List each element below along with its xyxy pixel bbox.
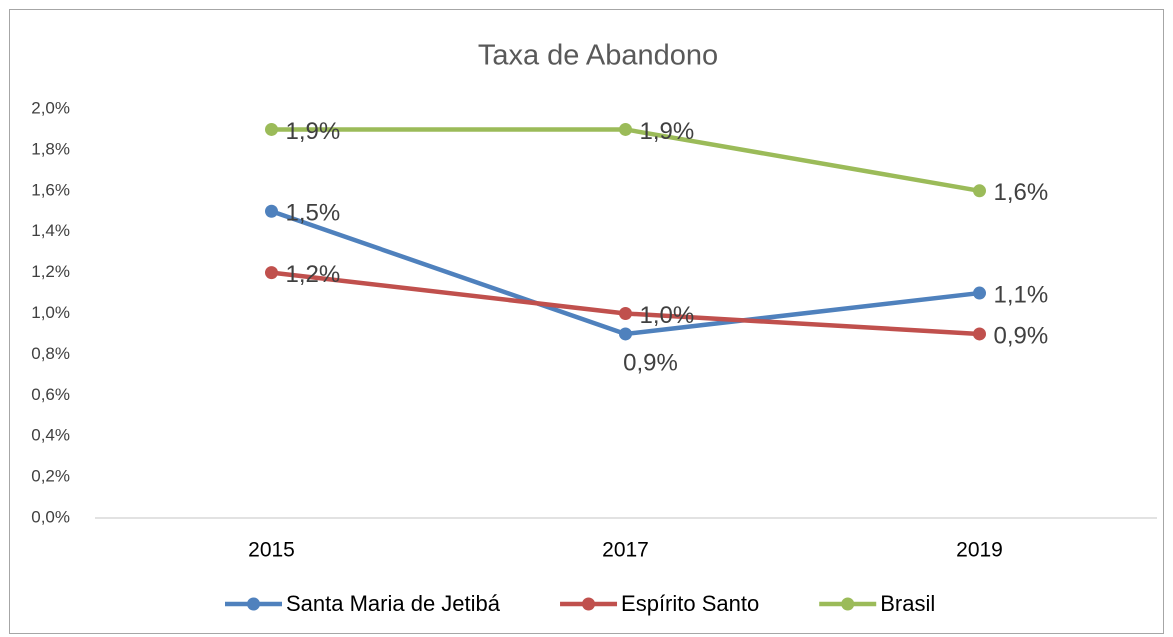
x-tick-label: 2015 [248, 539, 295, 562]
data-label: 1,0% [640, 302, 695, 329]
data-point [973, 184, 986, 198]
y-tick-label: 0,8% [31, 344, 70, 363]
y-tick-label: 1,2% [31, 262, 70, 281]
data-point [265, 204, 278, 218]
x-tick-label: 2019 [956, 539, 1003, 562]
legend-marker [582, 597, 596, 611]
legend-marker [247, 597, 260, 611]
data-label: 1,5% [286, 200, 341, 227]
y-tick-label: 0,6% [31, 385, 70, 404]
y-tick-label: 0,2% [31, 467, 70, 486]
data-point [265, 266, 278, 280]
x-tick-label: 2017 [602, 539, 649, 562]
y-tick-label: 1,8% [31, 139, 70, 158]
data-label: 1,1% [994, 281, 1049, 308]
legend-label: Santa Maria de Jetibá [286, 591, 501, 616]
data-label: 1,9% [286, 118, 341, 145]
data-point [973, 327, 986, 341]
data-label: 1,6% [994, 179, 1049, 206]
chart-title: Taxa de Abandono [478, 40, 718, 72]
data-point [619, 307, 632, 320]
data-label: 1,9% [640, 118, 695, 145]
data-label: 0,9% [623, 349, 678, 376]
y-tick-label: 2,0% [31, 98, 70, 117]
y-tick-label: 1,4% [31, 221, 70, 240]
data-point [619, 122, 632, 136]
y-tick-label: 1,6% [31, 180, 70, 199]
legend-label: Espírito Santo [621, 591, 759, 616]
y-tick-label: 0,4% [31, 426, 70, 445]
y-tick-label: 0,0% [31, 507, 70, 526]
data-label: 1,2% [286, 261, 341, 288]
data-point [619, 327, 632, 341]
legend-label: Brasil [880, 591, 935, 616]
data-point [265, 122, 278, 136]
data-point [973, 286, 986, 300]
y-tick-label: 1,0% [31, 303, 70, 322]
data-label: 0,9% [994, 322, 1049, 349]
legend-marker [841, 597, 855, 611]
